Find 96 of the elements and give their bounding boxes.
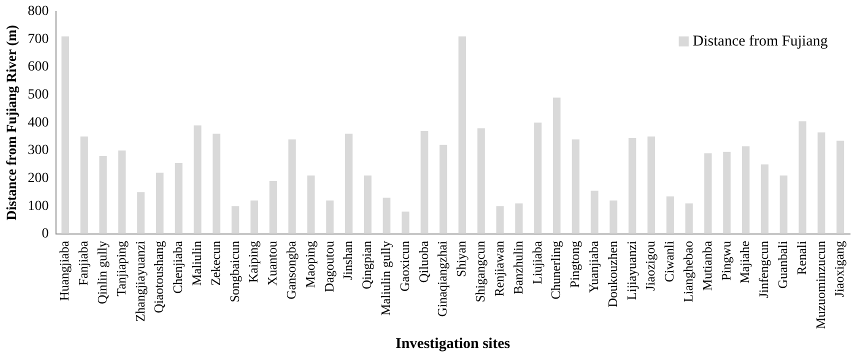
bar — [818, 132, 826, 234]
y-tick-label: 200 — [28, 170, 49, 186]
y-tick-label: 600 — [28, 60, 49, 75]
x-tick-label: Pingtong — [567, 240, 582, 288]
x-axis-title: Investigation sites — [395, 336, 510, 352]
bar — [723, 152, 731, 234]
x-tick-label: Qiaotoushang — [151, 240, 166, 314]
x-tick-label: Lianghebao — [680, 240, 696, 302]
x-tick-label: Chunerling — [548, 240, 564, 300]
x-tick-label: Guanbali — [775, 240, 790, 289]
x-tick-label: Jinshan — [340, 240, 356, 280]
bar — [420, 131, 428, 234]
y-tick-label: 300 — [28, 143, 49, 158]
bar — [742, 146, 750, 234]
y-axis-title: Distance from Fujiang River (m) — [5, 24, 20, 220]
x-tick-label: Maoping — [302, 240, 318, 288]
x-tick-label: Huangjiaba — [56, 240, 72, 301]
bar — [477, 128, 485, 234]
bar — [345, 134, 353, 234]
y-tick-label: 800 — [28, 4, 49, 20]
bar — [440, 144, 448, 234]
bar — [156, 172, 164, 234]
bar — [269, 181, 277, 234]
bar — [666, 196, 674, 234]
x-tick-label: Majiahe — [737, 240, 752, 284]
x-tick-label: Maliulin — [189, 240, 204, 286]
y-tick-label: 500 — [28, 88, 49, 103]
bar — [326, 200, 334, 234]
x-tick-label: Qiluoba — [416, 240, 431, 283]
bar — [780, 176, 788, 234]
x-tick-label: Pingwu — [718, 240, 734, 281]
x-tick-label: Jinfengcun — [756, 240, 772, 298]
x-tick-label: Qingpian — [359, 240, 374, 290]
x-tick-label: Jiaozigou — [642, 240, 658, 291]
bar — [364, 176, 372, 234]
bar — [194, 125, 202, 234]
x-tick-label: Ginaqiangzhai — [434, 240, 450, 317]
x-tick-label: Lijiayuanzi — [624, 240, 639, 300]
x-tick-label: Chenjiaba — [170, 240, 186, 294]
bar — [288, 139, 296, 234]
x-tick-label: Shigangcun — [472, 240, 488, 302]
x-tick-label: Dagoutou — [321, 240, 336, 292]
bar — [250, 200, 258, 234]
x-tick-label: Zhangjiayuanzi — [132, 240, 148, 322]
bar — [647, 136, 656, 234]
x-tick-label: Kaiping — [246, 240, 261, 283]
bar — [798, 121, 806, 234]
x-tick-label: Songbaicun — [226, 240, 242, 302]
bar — [99, 156, 107, 234]
x-tick-label: Maliulin gully — [378, 240, 394, 316]
x-tick-label: Ciwanli — [662, 240, 677, 282]
bar — [836, 140, 844, 234]
bar — [402, 212, 410, 234]
legend-label: Distance from Fujiang — [692, 33, 828, 50]
bar — [760, 164, 768, 234]
x-tick-label: Renali — [794, 240, 809, 275]
bar — [382, 198, 390, 234]
bar — [80, 136, 88, 234]
y-tick-label: 0 — [42, 226, 49, 242]
x-tick-label: Muzuominzucun — [812, 240, 828, 329]
x-tick-label: Mutianba — [699, 240, 714, 291]
bar — [685, 203, 693, 234]
x-tick-label: Gansongba — [284, 240, 299, 300]
x-tick-label: Xuantou — [264, 240, 280, 286]
x-tick-label: Renjiawan — [491, 240, 506, 296]
bar — [307, 176, 315, 234]
bar — [232, 206, 240, 234]
bar — [118, 150, 126, 234]
x-tick-label: Qinlin gully — [94, 240, 110, 304]
bar — [534, 122, 542, 234]
x-tick-label: Zekecun — [208, 240, 223, 286]
x-tick-label: Fanjiaba — [76, 240, 91, 286]
x-tick-label: Gaoxicun — [396, 240, 412, 292]
bar — [496, 206, 504, 234]
bar — [458, 36, 466, 234]
x-tick-label: Doukouzhen — [604, 240, 620, 308]
bar — [628, 138, 636, 234]
x-tick-label: Yuanjiaba — [586, 240, 601, 293]
bar — [212, 134, 220, 234]
bar — [572, 139, 580, 234]
bar — [552, 98, 561, 234]
bar — [137, 192, 145, 234]
x-tick-label: Liujiaba — [529, 240, 544, 284]
bar — [61, 36, 70, 234]
x-tick-label: Jiaoxigang — [832, 240, 847, 298]
bar — [704, 153, 712, 234]
x-tick-label: Banzhulin — [510, 240, 526, 294]
bar — [610, 200, 618, 234]
y-tick-label: 700 — [28, 32, 49, 47]
x-tick-label: Shiyan — [454, 240, 469, 278]
bar — [174, 162, 182, 234]
x-tick-label: Tanjiaping — [113, 240, 128, 296]
bar — [590, 190, 598, 234]
bar — [515, 203, 523, 234]
y-tick-label: 100 — [28, 198, 49, 214]
y-tick-label: 400 — [28, 115, 49, 130]
